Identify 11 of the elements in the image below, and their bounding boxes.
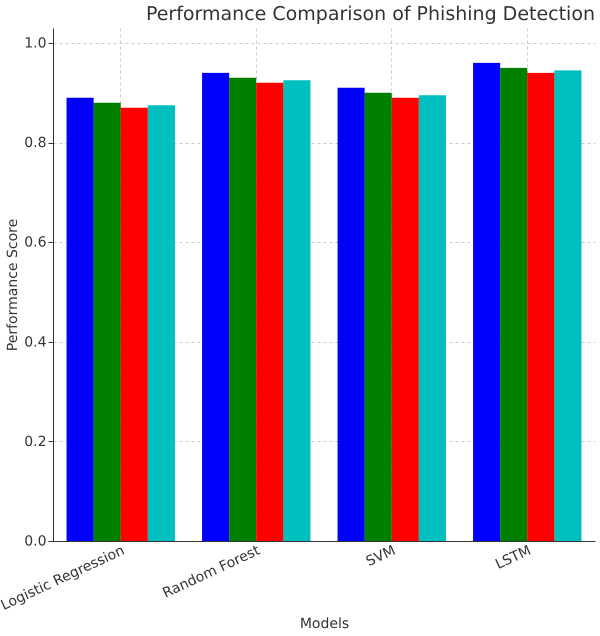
x-tick-label: LSTM [492,542,534,573]
y-tick-label: 0.8 [24,135,46,152]
y-tick-label: 1.0 [24,35,46,52]
y-tick-label: 0.0 [24,534,46,550]
y-tick-label: 0.2 [24,434,46,450]
y-tick-label: 0.6 [24,234,47,251]
x-tick-label: SVM [364,542,398,570]
chart-title: Performance Comparison of Phishing Detection [146,3,595,25]
x-axis-title: Models [300,616,350,632]
y-tick-label: 0.4 [24,334,47,350]
y-axis-title: Performance Score [5,218,22,352]
